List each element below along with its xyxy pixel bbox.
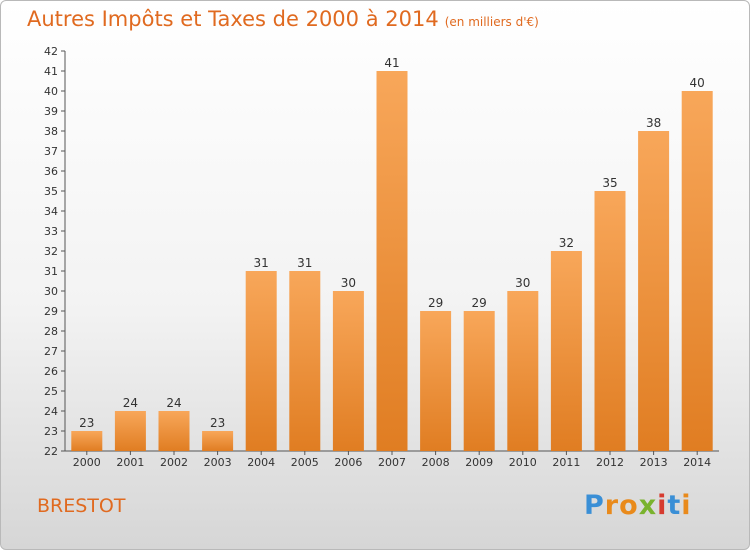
value-label: 23: [79, 416, 94, 430]
y-tick-label: 36: [44, 165, 58, 178]
bar-2008: [420, 311, 452, 451]
value-label: 35: [602, 176, 617, 190]
value-label: 41: [384, 56, 399, 70]
logo-letter: i: [657, 490, 668, 521]
bar-2013: [638, 131, 670, 451]
bar-2000: [71, 431, 103, 451]
x-tick-label: 2014: [683, 456, 711, 469]
x-tick-label: 2003: [204, 456, 232, 469]
bar-2006: [332, 291, 364, 451]
bar-2009: [463, 311, 495, 451]
x-tick-label: 2009: [465, 456, 493, 469]
bar-2010: [507, 291, 539, 451]
y-tick-label: 34: [44, 205, 58, 218]
proxiti-logo[interactable]: Proxiti: [584, 490, 692, 521]
value-label: 38: [646, 116, 661, 130]
logo-letter: t: [667, 490, 682, 521]
x-tick-label: 2011: [552, 456, 580, 469]
y-tick-label: 30: [44, 285, 58, 298]
bar-2004: [245, 271, 277, 451]
y-tick-labels: 22 23 24 25 26 27 28 29 30 31 32 33 34 35 36 37 38 39 40 41…: [44, 45, 58, 458]
logo-letter: o: [619, 490, 639, 521]
y-tick-label: 23: [44, 425, 58, 438]
bar-2012: [594, 191, 626, 451]
y-tick-label: 37: [44, 145, 58, 158]
value-label: 40: [690, 76, 705, 90]
x-tick-label: 2007: [378, 456, 406, 469]
value-label: 30: [515, 276, 530, 290]
bar-2014: [681, 91, 713, 451]
logo-letter: P: [584, 490, 605, 521]
y-tick-label: 29: [44, 305, 58, 318]
y-tick-label: 33: [44, 225, 58, 238]
y-tick-label: 25: [44, 385, 58, 398]
value-label: 23: [210, 416, 225, 430]
x-tick-label: 2000: [73, 456, 101, 469]
x-tick-label: 2010: [509, 456, 537, 469]
y-tick-label: 40: [44, 85, 58, 98]
bar-2002: [158, 411, 190, 451]
value-labels: 23 24 24 23 31 31 30 41 29 29 30 32 35 38 40: [79, 56, 705, 430]
value-label: 31: [297, 256, 312, 270]
value-label: 24: [166, 396, 181, 410]
value-label: 30: [341, 276, 356, 290]
commune-name: BRESTOT: [37, 495, 126, 517]
x-tick-label: 2005: [291, 456, 319, 469]
y-tick-label: 24: [44, 405, 58, 418]
x-tick-label: 2013: [640, 456, 668, 469]
y-tick-label: 41: [44, 65, 58, 78]
bar-2007: [376, 71, 408, 451]
bar-2005: [289, 271, 321, 451]
x-tick-label: 2006: [334, 456, 362, 469]
logo-letter: r: [604, 490, 620, 521]
chart-title: Autres Impôts et Taxes de 2000 à 2014 (en…: [27, 7, 539, 31]
y-tick-label: 35: [44, 185, 58, 198]
x-tick-label: 2001: [116, 456, 144, 469]
y-tick-label: 28: [44, 325, 58, 338]
y-tick-label: 39: [44, 105, 58, 118]
y-tick-label: 38: [44, 125, 58, 138]
value-label: 31: [254, 256, 269, 270]
x-tick-label: 2012: [596, 456, 624, 469]
bar-2001: [114, 411, 146, 451]
value-label: 24: [123, 396, 138, 410]
chart-bars: [71, 71, 713, 451]
y-tick-label: 27: [44, 345, 58, 358]
bar-2011: [550, 251, 582, 451]
y-tick-label: 42: [44, 45, 58, 58]
x-tick-label: 2004: [247, 456, 275, 469]
bar-2003: [202, 431, 234, 451]
y-tick-label: 26: [44, 365, 58, 378]
y-tick-label: 31: [44, 265, 58, 278]
value-label: 29: [428, 296, 443, 310]
x-tick-labels: 2000 2001 2002 2003 2004 2005 2006 2007 2008 2009…: [73, 456, 711, 469]
x-tick-label: 2008: [422, 456, 450, 469]
x-tick-label: 2002: [160, 456, 188, 469]
chart-title-text: Autres Impôts et Taxes de 2000 à 2014: [27, 7, 439, 31]
logo-letter: x: [638, 490, 658, 521]
value-label: 32: [559, 236, 574, 250]
chart-subtitle: (en milliers d'€): [444, 15, 539, 29]
y-tick-label: 32: [44, 245, 58, 258]
logo-letter: i: [681, 490, 692, 521]
y-tick-label: 22: [44, 445, 58, 458]
value-label: 29: [472, 296, 487, 310]
